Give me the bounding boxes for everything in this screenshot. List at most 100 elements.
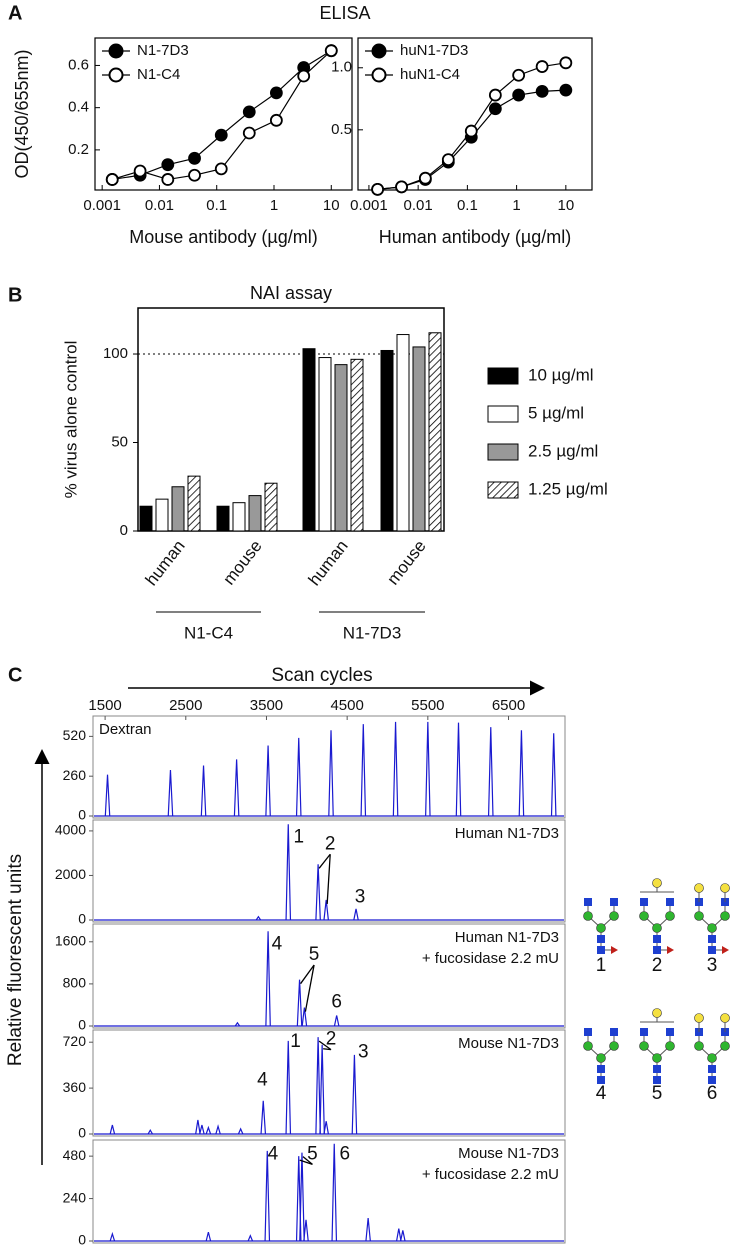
- glcnac: [653, 1065, 661, 1073]
- legend-marker: [108, 43, 124, 59]
- fucose: [611, 946, 618, 954]
- galactose: [720, 883, 730, 893]
- mannose: [583, 1041, 593, 1051]
- x-tick-label: human: [305, 537, 352, 590]
- mannose: [665, 911, 675, 921]
- peak: [200, 765, 207, 817]
- data-point: [324, 44, 338, 58]
- peak: [285, 824, 292, 921]
- glcnac: [666, 898, 674, 906]
- annotation-leader: [318, 853, 331, 869]
- data-point: [512, 88, 526, 102]
- x-tick-label: 2500: [169, 697, 202, 714]
- peak: [400, 1230, 406, 1242]
- glcnac: [584, 1028, 592, 1036]
- plot-frame: [92, 715, 566, 819]
- glcnac: [708, 935, 716, 943]
- peak: [295, 737, 302, 817]
- x-tick-label: 0.001: [83, 197, 121, 214]
- peak: [233, 759, 240, 817]
- peak-annotation: 3: [358, 1041, 369, 1062]
- peak-annotation: 5: [307, 1143, 318, 1164]
- mannose: [720, 1041, 730, 1051]
- data-point: [371, 182, 384, 196]
- annotation-leader: [299, 1159, 313, 1165]
- peak: [147, 1128, 154, 1135]
- glcnac: [597, 935, 605, 943]
- mannose: [609, 911, 619, 921]
- x-axis-label: Mouse antibody (µg/ml): [129, 227, 317, 247]
- peak: [425, 721, 431, 817]
- panel-label: A: [8, 2, 22, 24]
- peak: [392, 721, 399, 817]
- data-point: [488, 88, 502, 102]
- x-axis-label: Scan cycles: [271, 665, 372, 686]
- glcnac: [597, 1065, 605, 1073]
- trace-label: Human N1-7D3: [455, 929, 559, 946]
- y-tick-label: 1600: [55, 932, 86, 948]
- glcnac: [653, 935, 661, 943]
- glcnac: [584, 898, 592, 906]
- glcnac: [708, 1065, 716, 1073]
- data-point: [161, 173, 175, 186]
- peak: [109, 1231, 116, 1242]
- peak: [323, 1121, 329, 1135]
- panel-label: B: [8, 284, 22, 306]
- glcnac: [610, 898, 618, 906]
- plot-frame: [92, 819, 566, 923]
- peak-annotation: 1: [290, 1031, 301, 1052]
- peak: [328, 730, 334, 817]
- data-point: [105, 173, 119, 186]
- mannose: [652, 923, 662, 933]
- glycan-label: 5: [652, 1083, 663, 1104]
- data-point: [242, 105, 256, 119]
- data-point: [242, 126, 256, 140]
- glcnac: [640, 898, 648, 906]
- y-tick-label: 260: [63, 767, 87, 783]
- legend-swatch: [487, 443, 519, 461]
- y-tick-label: 240: [63, 1189, 87, 1205]
- peak: [319, 1044, 325, 1135]
- bar: [318, 357, 332, 532]
- x-tick-label: 0.01: [404, 197, 433, 214]
- y-tick-label: 0: [78, 1017, 86, 1033]
- peak: [260, 1100, 267, 1135]
- x-tick-label: 10: [557, 197, 574, 214]
- plot-frame: [137, 307, 445, 532]
- x-tick-label: 5500: [411, 697, 444, 714]
- peak: [199, 1124, 205, 1135]
- trace-label: Mouse N1-7D3: [458, 1035, 559, 1052]
- data-point: [441, 153, 455, 167]
- data-point: [269, 113, 283, 127]
- mannose: [639, 1041, 649, 1051]
- glcnac: [666, 1028, 674, 1036]
- peak: [360, 724, 367, 817]
- peak-annotation: 2: [326, 1029, 337, 1050]
- galactose: [652, 1008, 662, 1018]
- data-point: [214, 162, 228, 176]
- data-point: [535, 60, 549, 73]
- glycan-label: 3: [707, 955, 718, 976]
- legend-label: 10 µg/ml: [528, 365, 594, 384]
- y-axis-label: Relative fluorescent units: [5, 854, 26, 1066]
- data-point: [488, 102, 502, 116]
- y-tick-label: 2000: [55, 866, 86, 882]
- data-point: [395, 180, 408, 194]
- peak: [234, 1021, 241, 1027]
- data-point: [464, 124, 478, 138]
- legend-swatch: [487, 405, 519, 423]
- bar: [412, 346, 426, 532]
- data-point: [535, 84, 549, 98]
- plot-frame: [92, 1029, 566, 1137]
- trace-label: + fucosidase 2.2 mU: [422, 950, 559, 967]
- y-tick-label: 520: [63, 727, 87, 743]
- legend-label: 5 µg/ml: [528, 403, 584, 422]
- galactose: [652, 878, 662, 888]
- data-point: [559, 56, 573, 70]
- data-point: [214, 128, 228, 142]
- legend-label: huN1-7D3: [400, 42, 468, 59]
- x-tick-label: 0.1: [206, 197, 227, 214]
- y-tick-label: 4000: [55, 822, 86, 838]
- trace-label: + fucosidase 2.2 mU: [422, 1166, 559, 1183]
- y-axis-label: OD(450/655nm): [12, 49, 32, 178]
